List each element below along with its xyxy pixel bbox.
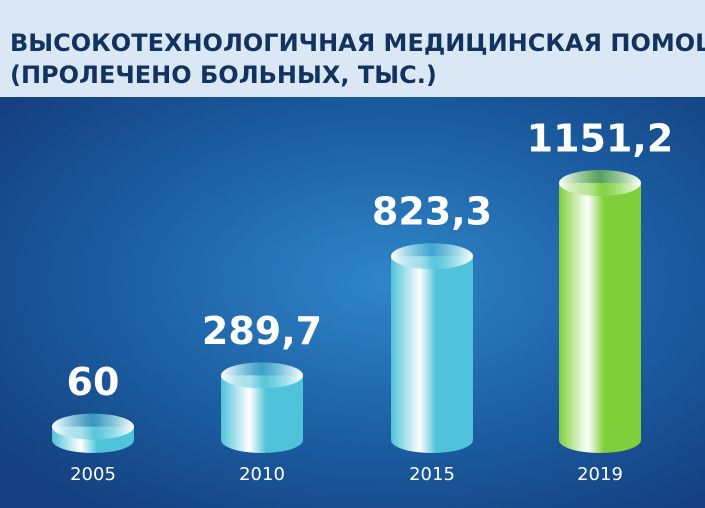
x-tick-label: 2019 [577,464,623,485]
value-label: 60 [67,360,120,404]
bar-top [52,413,134,440]
bar [391,256,473,453]
x-tick-label: 2010 [239,464,285,485]
x-tick-label: 2005 [70,464,116,485]
x-tick-label: 2015 [409,464,455,485]
bar [221,375,303,453]
chart-title: ВЫСОКОТЕХНОЛОГИЧНАЯ МЕДИЦИНСКАЯ ПОМОЩЬ [10,29,705,57]
bar-top [391,243,473,270]
value-label: 823,3 [372,190,492,234]
value-label: 289,7 [202,309,322,353]
bar [559,183,641,453]
bar-top [221,362,303,389]
value-label: 1151,2 [527,117,674,161]
bar-top [559,170,641,196]
header-band [0,0,705,97]
chart-subtitle: (ПРОЛЕЧЕНО БОЛЬНЫХ, ТЫС.) [10,61,437,89]
